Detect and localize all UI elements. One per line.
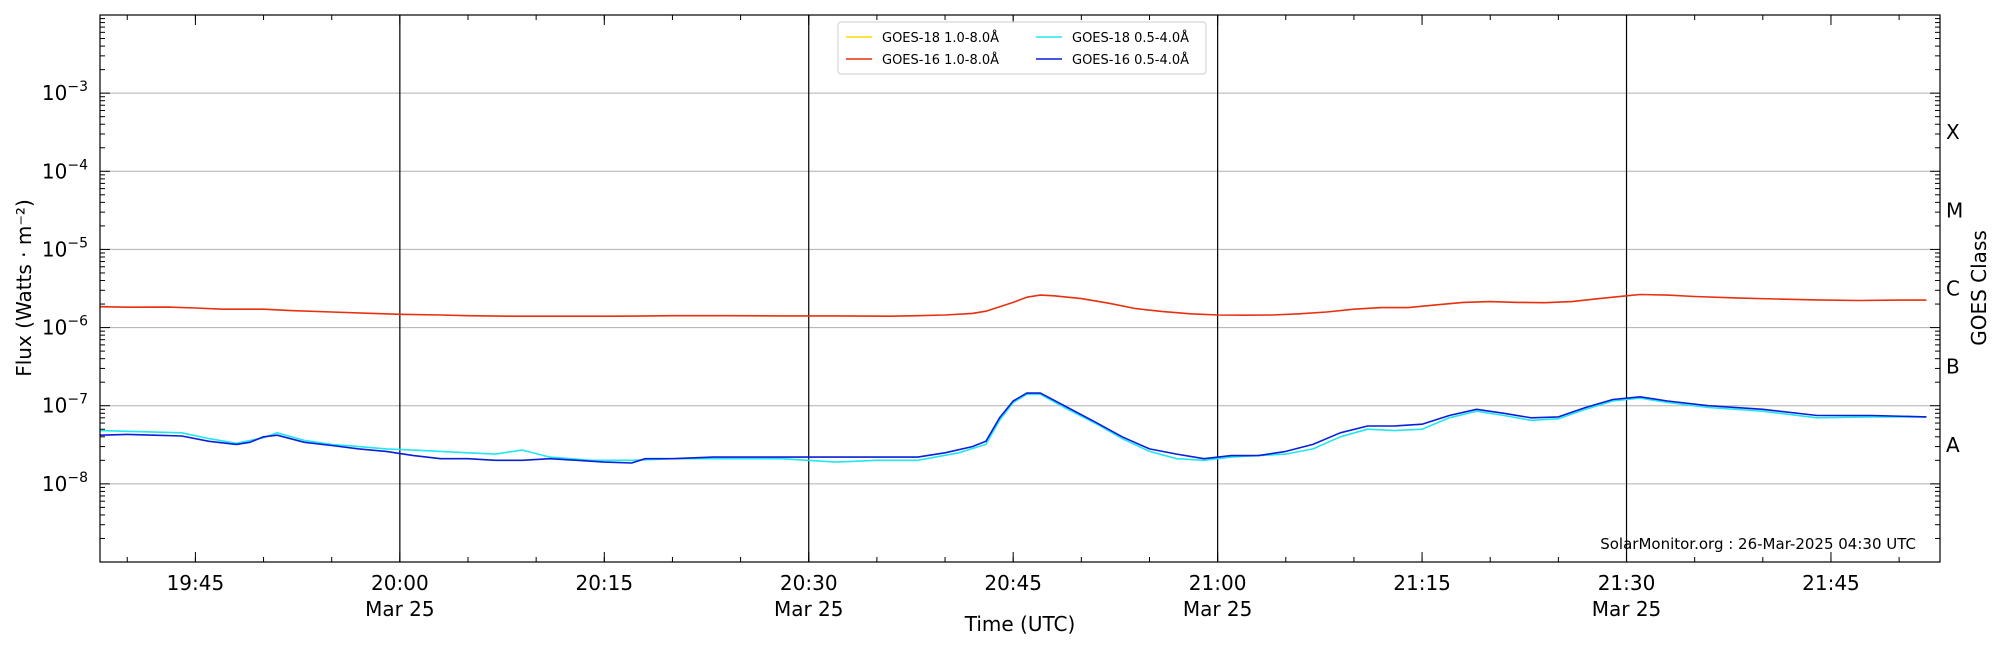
legend-box <box>837 21 1207 75</box>
y-tick-label: 10−7 <box>42 392 88 418</box>
x-tick-label: 21:00 <box>1189 571 1247 595</box>
x-tick-label: 21:30 <box>1598 571 1656 595</box>
goes-class-label: X <box>1946 120 1960 144</box>
y-tick-labels: 10−8 10−7 10−6 10−5 10−4 10−3 <box>42 79 88 496</box>
y-tick-label: 10−4 <box>42 157 88 183</box>
x-tick-sublabel: Mar 25 <box>365 597 435 621</box>
goes-class-label: M <box>1946 198 1963 222</box>
legend-label: GOES-18 0.5-4.0Å <box>1072 30 1189 46</box>
x-tick-label: 19:45 <box>167 571 225 595</box>
x-tick-label: 21:15 <box>1393 571 1451 595</box>
x-tick-sublabel: Mar 25 <box>1183 597 1253 621</box>
chart-vertical-lines <box>399 15 1628 562</box>
legend-label: GOES-16 0.5-4.0Å <box>1072 52 1189 68</box>
x-tick-sublabel: Mar 25 <box>1592 597 1662 621</box>
chart-legend: GOES-18 1.0-8.0Å GOES-16 1.0-8.0Å GOES-18 … <box>837 21 1207 75</box>
series-line <box>99 393 1927 463</box>
chart-series-group <box>99 293 1927 464</box>
x-tick-label: 20:45 <box>984 571 1042 595</box>
goes-class-label: B <box>1946 355 1960 379</box>
x-tick-label: 20:30 <box>780 571 838 595</box>
y-tick-label: 10−5 <box>42 235 88 261</box>
x-axis-label: Time (UTC) <box>964 612 1076 636</box>
x-tick-label: 20:00 <box>371 571 429 595</box>
goes-class-label: C <box>1946 277 1960 301</box>
y-tick-label: 10−6 <box>42 314 88 340</box>
x-tick-label: 20:15 <box>575 571 633 595</box>
y-axis-label-right: GOES Class <box>1967 230 1991 346</box>
x-tick-sublabel: Mar 25 <box>774 597 844 621</box>
goes-class-label: A <box>1946 433 1960 457</box>
chart-gridlines <box>100 92 1940 485</box>
plot-frame <box>99 14 1941 563</box>
legend-label: GOES-16 1.0-8.0Å <box>882 52 999 68</box>
x-tick-label: 21:45 <box>1802 571 1860 595</box>
chart-ticks <box>100 15 1940 563</box>
series-line <box>99 392 1927 464</box>
series-line <box>99 293 1927 317</box>
watermark-text: SolarMonitor.org : 26-Mar-2025 04:30 UTC <box>1600 535 1916 553</box>
y-tick-label: 10−3 <box>42 79 88 105</box>
y-tick-label: 10−8 <box>42 470 88 496</box>
goes-class-labels: A B C M X <box>1946 120 1963 457</box>
legend-label: GOES-18 1.0-8.0Å <box>882 30 999 46</box>
y-axis-label-left: Flux (Watts · m⁻²) <box>12 199 36 377</box>
